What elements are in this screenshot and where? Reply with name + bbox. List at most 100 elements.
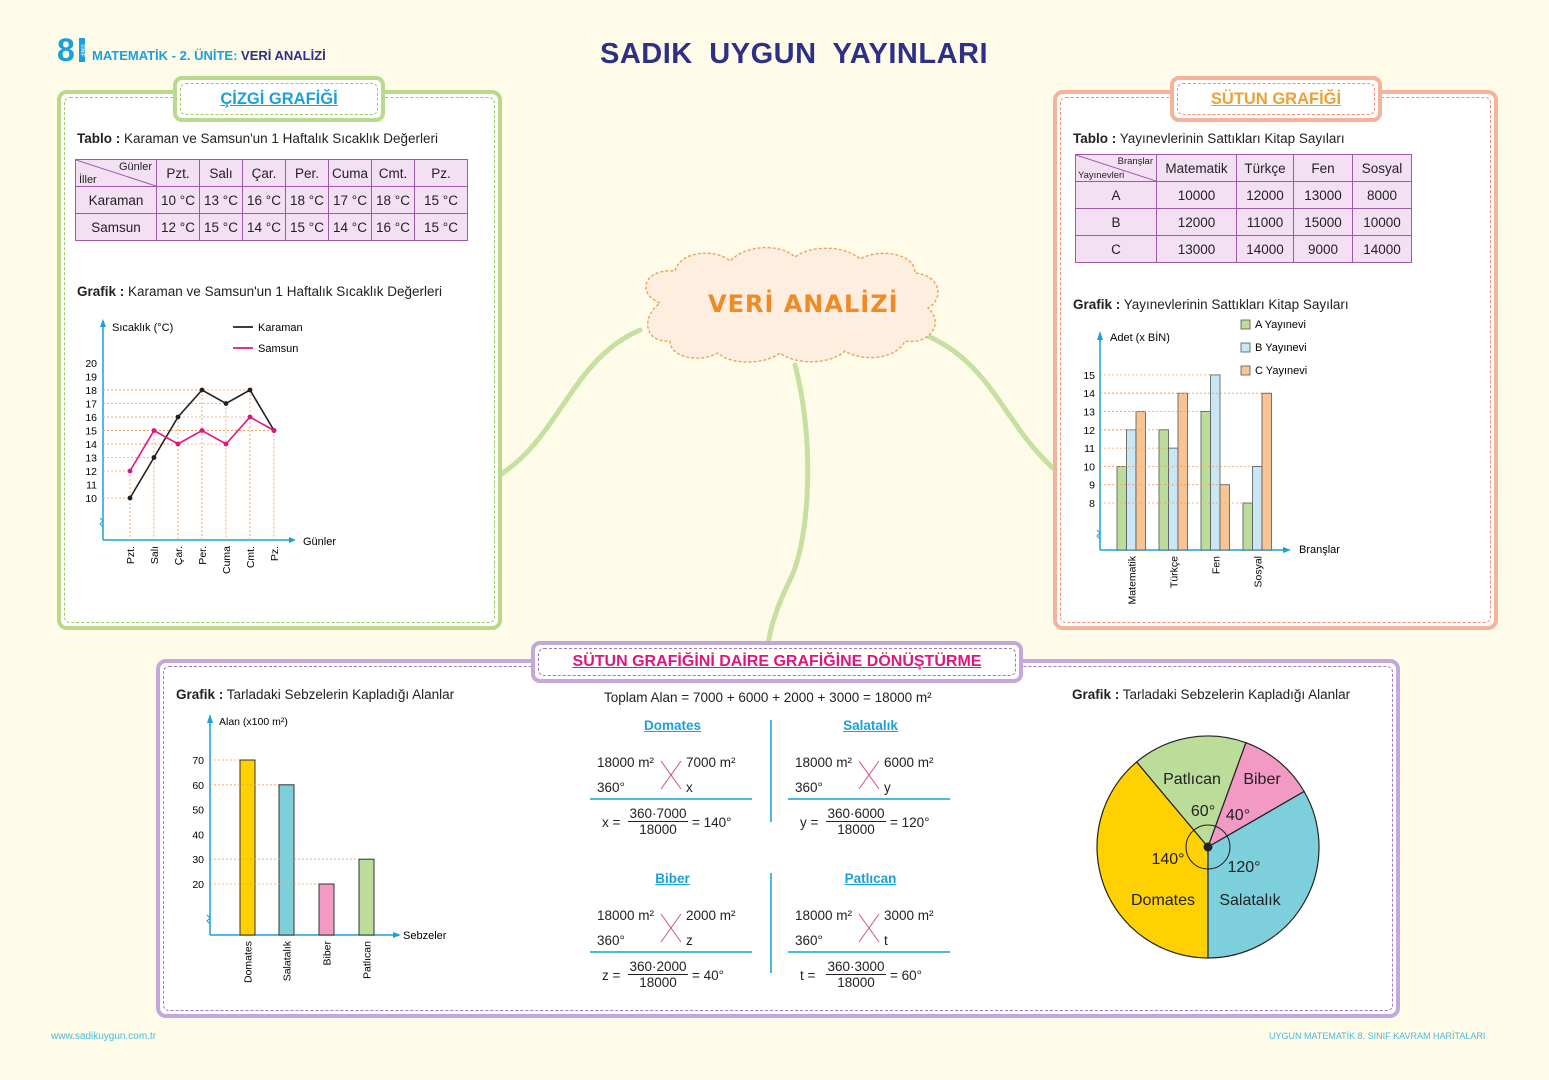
svg-text:Pzt.: Pzt.: [125, 546, 137, 564]
bar-graph-tag-label: SÜTUN GRAFİĞİ: [1210, 90, 1342, 108]
footer-website[interactable]: www.sadikuygun.com.tr: [51, 1031, 157, 1042]
table-corner-cell: Günler İller: [75, 159, 157, 187]
svg-text:Çar.: Çar.: [173, 546, 185, 565]
svg-text:30: 30: [192, 854, 204, 866]
svg-text:Biber: Biber: [322, 941, 334, 966]
svg-text:13: 13: [1083, 407, 1095, 419]
cross-multiply-icon: [660, 760, 682, 790]
calc-denominator: 18000: [639, 822, 677, 837]
svg-text:Domates: Domates: [243, 941, 255, 983]
table-row: Samsun 12 °C 15 °C 14 °C 15 °C 14 °C 16 °C 15 …: [75, 213, 468, 241]
calc-divider-bottom: [770, 873, 772, 973]
calc-total: 18000 m²: [597, 908, 655, 923]
svg-text:12: 12: [85, 466, 97, 478]
svg-text:20: 20: [85, 358, 97, 370]
calc-part: 2000 m²: [686, 908, 736, 923]
books-bar-chart: Adet (x BİN) Branşlar 8 9 10 11 12 13 14 15 Matema…: [1083, 319, 1340, 604]
bar-table-caption: Tablo : Yayınevlerinin Sattıkları Kitap …: [1073, 131, 1345, 146]
svg-text:Sebzeler: Sebzeler: [403, 930, 447, 942]
svg-text:Salı: Salı: [149, 546, 161, 564]
table-row: A 10000 12000 13000 8000: [1075, 181, 1412, 209]
center-cloud: [645, 246, 939, 363]
table-corner-cell: Branşlar Yayınevleri: [1075, 154, 1157, 182]
total-area-formula: Toplam Alan = 7000 + 6000 + 2000 + 3000 …: [604, 690, 932, 705]
calc-block-salatalık: Salatalık 18000 m² 6000 m² 360° y y = 36…: [788, 718, 953, 837]
calc-lhs: x =: [602, 815, 621, 830]
svg-text:14: 14: [85, 439, 97, 451]
grade-number: 8: [57, 32, 75, 68]
calc-variable: t: [884, 933, 888, 948]
calc-title: Biber: [655, 871, 690, 886]
table-header-row: Branşlar Yayınevleri Matematik Türkçe Fe…: [1075, 154, 1412, 182]
svg-text:Matematik: Matematik: [1126, 555, 1138, 604]
svg-text:Per.: Per.: [197, 546, 209, 565]
calc-denominator: 18000: [639, 975, 677, 990]
svg-text:14: 14: [1083, 388, 1095, 400]
svg-text:Günler: Günler: [303, 536, 336, 548]
svg-text:Pz.: Pz.: [269, 546, 281, 561]
svg-text:40: 40: [192, 829, 204, 841]
calc-result: = 140°: [692, 815, 732, 830]
calc-numerator: 360·3000: [826, 959, 886, 975]
calc-denominator: 18000: [837, 822, 875, 837]
conversion-tag: SÜTUN GRAFİĞİNİ DAİRE GRAFİĞİNE DÖNÜŞTÜR…: [531, 641, 1023, 683]
svg-text:11: 11: [1084, 443, 1095, 455]
svg-text:11: 11: [86, 480, 97, 492]
table-row: C 13000 14000 9000 14000: [1075, 235, 1412, 263]
vegetable-pie-chart: Domates Salatalık Biber Patlıcan 140° 120° 40°…: [1096, 735, 1320, 959]
unit-name: VERİ ANALİZİ: [241, 48, 326, 63]
cross-multiply-icon: [660, 913, 682, 943]
calc-title: Domates: [643, 718, 702, 733]
line-chart-caption: Grafik : Karaman ve Samsun'un 1 Haftalık…: [77, 284, 442, 299]
calc-rule: [788, 798, 950, 800]
svg-text:Salatalık: Salatalık: [1219, 892, 1281, 909]
conversion-tag-label: SÜTUN GRAFİĞİNİ DAİRE GRAFİĞİNE DÖNÜŞTÜR…: [572, 653, 982, 670]
books-table: Branşlar Yayınevleri Matematik Türkçe Fe…: [1075, 154, 1412, 263]
svg-text:15: 15: [85, 426, 97, 438]
calc-block-domates: Domates 18000 m² 7000 m² 360° x x = 360·…: [590, 718, 755, 837]
table-row: B 12000 11000 15000 10000: [1075, 208, 1412, 236]
svg-text:60: 60: [192, 780, 204, 792]
svg-text:Fen: Fen: [1210, 556, 1222, 574]
cross-multiply-icon: [858, 913, 880, 943]
calc-title: Salatalık: [843, 718, 898, 733]
calc-total: 18000 m²: [597, 755, 655, 770]
calc-part: 7000 m²: [686, 755, 736, 770]
table-header-row: Günler İller Pzt. Salı Çar. Per. Cuma Cm…: [75, 159, 468, 187]
svg-text:Sosyal: Sosyal: [1252, 556, 1264, 588]
center-node-label: VERİ ANALİZİ: [708, 290, 899, 318]
table-row: Karaman 10 °C 13 °C 16 °C 18 °C 17 °C 18 °C 15…: [75, 186, 468, 214]
svg-text:120°: 120°: [1227, 859, 1260, 876]
calc-block-patlıcan: Patlıcan 18000 m² 3000 m² 360° t t = 360…: [788, 871, 953, 990]
calc-title: Patlıcan: [844, 871, 897, 886]
calc-denominator: 18000: [837, 975, 875, 990]
svg-text:Biber: Biber: [1243, 771, 1281, 788]
calc-numerator: 360·7000: [628, 806, 688, 822]
svg-text:Cmt.: Cmt.: [245, 546, 257, 568]
svg-text:16: 16: [85, 412, 97, 424]
svg-text:9: 9: [1089, 480, 1095, 492]
pie-caption: Grafik : Tarladaki Sebzelerin Kapladığı …: [1072, 687, 1351, 702]
svg-text:C Yayınevi: C Yayınevi: [1255, 365, 1307, 377]
vegetable-bar-chart: Alan (x100 m²) Sebzeler 20 30 40 50 60 70 Domate…: [192, 714, 447, 983]
svg-text:B Yayınevi: B Yayınevi: [1255, 342, 1307, 354]
calc-part: 3000 m²: [884, 908, 934, 923]
calc-block-biber: Biber 18000 m² 2000 m² 360° z z = 360·20…: [590, 871, 755, 990]
calc-variable: x: [686, 780, 693, 795]
line-table-caption: Tablo : Karaman ve Samsun'un 1 Haftalık …: [77, 131, 438, 146]
calc-degree: 360°: [597, 933, 625, 948]
calc-degree: 360°: [597, 780, 625, 795]
calc-rule: [590, 798, 752, 800]
svg-text:Adet (x BİN): Adet (x BİN): [1110, 331, 1170, 344]
veg-bar-caption: Grafik : Tarladaki Sebzelerin Kapladığı …: [176, 687, 455, 702]
line-graph-tag-label: ÇİZGİ GRAFİĞİ: [220, 90, 338, 108]
svg-text:Karaman: Karaman: [258, 322, 303, 334]
calc-total: 18000 m²: [795, 908, 853, 923]
calc-numerator: 360·6000: [826, 806, 886, 822]
cross-multiply-icon: [858, 760, 880, 790]
svg-text:Alan (x100 m²): Alan (x100 m²): [219, 716, 288, 728]
svg-text:Patlıcan: Patlıcan: [1163, 771, 1221, 788]
svg-text:19: 19: [85, 372, 97, 384]
